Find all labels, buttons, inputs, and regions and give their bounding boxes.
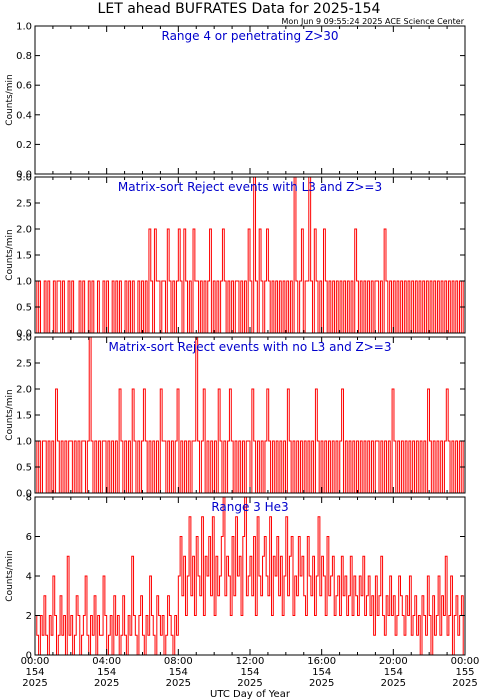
y-axis-label: Counts/min [5,550,15,601]
y-tick-label: 0.0 [16,489,32,500]
x-tick-label-time: 20:00 [379,656,408,667]
x-tick-label-year: 2025 [237,678,262,689]
y-axis-label: Counts/min [5,389,15,440]
y-tick-label: 3.0 [16,173,32,184]
y-tick-label: 1.0 [16,277,32,288]
x-tick-label-time: 04:00 [92,656,121,667]
y-tick-label: 1.5 [16,411,32,422]
x-tick-label-doy: 154 [169,667,188,678]
x-tick-label-year: 2025 [452,678,477,689]
x-tick-label-year: 2025 [381,678,406,689]
chart-panel-1: 0.0 0.2 0.4 0.6 0.8 1.0 Range 4 or penetrating… [5,22,466,181]
y-axis-label: Counts/min [5,74,15,125]
panel-title: Range 4 or penetrating Z>30 [162,29,339,43]
y-tick-label: 4 [26,572,32,583]
y-tick-label: 8 [26,493,32,504]
y-tick-label: 0.0 [16,329,32,340]
y-tick-label: 0.2 [16,140,32,151]
x-tick-label-time: 16:00 [307,656,336,667]
y-tick-label: 0.4 [16,110,32,121]
y-tick-label: 6 [26,532,32,543]
x-tick-label-time: 08:00 [164,656,193,667]
x-tick-label-doy: 154 [97,667,116,678]
y-tick-label: 0.6 [16,81,32,92]
x-tick-label-doy: 154 [25,667,44,678]
y-tick-label: 0.5 [16,463,32,474]
y-axis-label: Counts/min [5,229,15,280]
y-tick-label: 1.0 [16,22,32,33]
y-tick-label: 0.5 [16,303,32,314]
chart-panel-4: 0 2 4 6 8 Range 3 He3 Counts/min [5,493,466,662]
y-tick-label: 2.5 [16,359,32,370]
x-tick-label-time: 00:00 [21,656,50,667]
plot-frame [34,25,466,175]
y-tick-label: 2 [26,611,32,622]
x-tick-label-year: 2025 [309,678,334,689]
y-tick-label: 2.5 [16,199,32,210]
y-tick-label: 0.0 [16,170,32,181]
panels-group: 0.0 0.2 0.4 0.6 0.8 1.0 Range 4 or penetrating… [5,22,466,662]
x-tick-label-year: 2025 [166,678,191,689]
data-series-line [35,176,465,334]
x-tick-label-year: 2025 [94,678,119,689]
x-tick-label-doy: 154 [384,667,403,678]
panel-title: Matrix-sort Reject events with L3 and Z>… [118,180,382,194]
chart-title: LET ahead BUFRATES Data for 2025-154 [98,1,381,17]
data-series-line [35,496,465,656]
timestamp: Mon Jun 9 09:55:24 2025 ACE Science Cent… [282,17,465,26]
x-tick-label-time: 12:00 [236,656,265,667]
x-tick-label-time: 00:00 [451,656,479,667]
chart-panel-3: 0.0 0.5 1.0 1.5 2.0 2.5 3.0 Matrix-sort Reject … [5,333,466,500]
x-axis-labels: 00:00154202504:00154202508:00154202512:0… [21,656,479,689]
y-tick-label: 1.5 [16,251,32,262]
x-axis-label: UTC Day of Year [210,689,291,700]
panel-title: Range 3 He3 [211,500,288,514]
y-tick-label: 2.0 [16,225,32,236]
data-series-line [35,336,465,494]
x-tick-label-doy: 154 [240,667,259,678]
x-tick-label-doy: 154 [312,667,331,678]
x-tick-label-doy: 155 [455,667,474,678]
panel-title: Matrix-sort Reject events with no L3 and… [109,340,392,354]
chart-panel-2: 0.0 0.5 1.0 1.5 2.0 2.5 3.0 Matrix-sort Reject … [5,173,466,340]
y-tick-label: 3.0 [16,333,32,344]
y-tick-label: 0 [26,651,32,662]
y-tick-label: 1.0 [16,437,32,448]
y-tick-label: 2.0 [16,385,32,396]
y-tick-label: 0.8 [16,51,32,62]
x-tick-label-year: 2025 [22,678,47,689]
